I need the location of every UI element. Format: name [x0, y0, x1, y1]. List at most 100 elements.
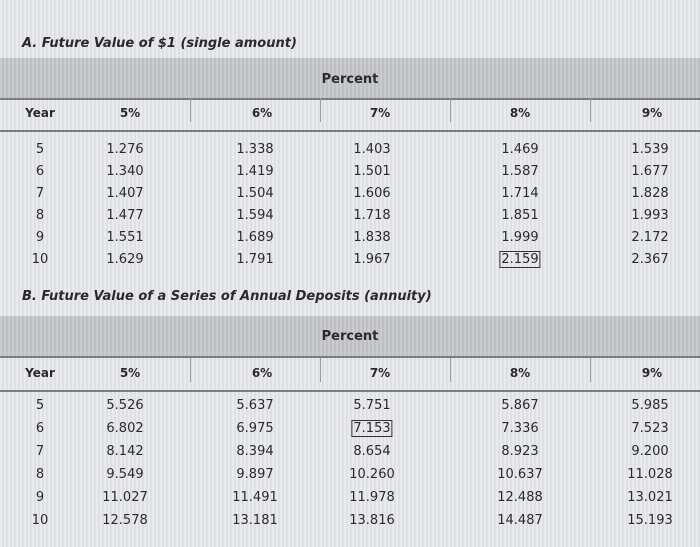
- value-cell: 10.260: [349, 467, 395, 482]
- year-cell: 8: [35, 467, 45, 482]
- value-cell: 1.594: [236, 208, 274, 223]
- column-header: 5%: [119, 366, 141, 380]
- value-cell: 1.477: [106, 208, 144, 223]
- column-header: Year: [25, 366, 55, 380]
- value-cell: 7.523: [631, 421, 669, 436]
- value-cell: 5.985: [631, 398, 669, 413]
- value-cell: 1.539: [631, 142, 669, 157]
- value-cell: 6.975: [236, 421, 274, 436]
- year-cell: 5: [35, 142, 45, 157]
- value-cell: 11.027: [102, 490, 148, 505]
- value-cell: 1.606: [353, 186, 391, 201]
- value-cell: 14.487: [497, 513, 543, 528]
- column-divider: [190, 98, 191, 122]
- column-header: 5%: [119, 106, 141, 120]
- value-cell: 12.488: [497, 490, 543, 505]
- rule: [0, 390, 700, 392]
- year-cell: 7: [35, 444, 45, 459]
- year-cell: 10: [31, 252, 49, 267]
- year-cell: 5: [35, 398, 45, 413]
- value-cell: 5.751: [353, 398, 391, 413]
- value-cell: 7.336: [501, 421, 539, 436]
- value-cell: 10.637: [497, 467, 543, 482]
- value-cell: 1.276: [106, 142, 144, 157]
- value-cell: 7.153: [351, 420, 393, 437]
- value-cell: 11.028: [627, 467, 673, 482]
- percent-band: [0, 316, 700, 356]
- column-divider: [320, 358, 321, 382]
- value-cell: 1.504: [236, 186, 274, 201]
- year-cell: 8: [35, 208, 45, 223]
- column-header: 7%: [369, 366, 391, 380]
- value-cell: 1.469: [501, 142, 539, 157]
- column-divider: [320, 98, 321, 122]
- year-cell: 6: [35, 164, 45, 179]
- column-divider: [590, 98, 591, 122]
- value-cell: 1.340: [106, 164, 144, 179]
- column-header: 9%: [641, 106, 663, 120]
- value-cell: 1.551: [106, 230, 144, 245]
- value-cell: 5.526: [106, 398, 144, 413]
- value-cell: 13.021: [627, 490, 673, 505]
- value-cell: 1.714: [501, 186, 539, 201]
- value-cell: 1.828: [631, 186, 669, 201]
- value-cell: 5.867: [501, 398, 539, 413]
- value-cell: 15.193: [627, 513, 673, 528]
- percent-label: Percent: [321, 72, 379, 87]
- value-cell: 11.978: [349, 490, 395, 505]
- year-cell: 9: [35, 230, 45, 245]
- year-cell: 9: [35, 490, 45, 505]
- value-cell: 9.897: [236, 467, 274, 482]
- column-divider: [190, 358, 191, 382]
- value-cell: 1.419: [236, 164, 274, 179]
- column-divider: [590, 358, 591, 382]
- column-divider: [450, 98, 451, 122]
- percent-label: Percent: [321, 329, 379, 344]
- year-cell: 10: [31, 513, 49, 528]
- column-header: 9%: [641, 366, 663, 380]
- value-cell: 9.549: [106, 467, 144, 482]
- rule: [0, 98, 700, 100]
- value-cell: 1.791: [236, 252, 274, 267]
- value-cell: 1.999: [501, 230, 539, 245]
- value-cell: 9.200: [631, 444, 669, 459]
- section-title: B. Future Value of a Series of Annual De…: [22, 289, 432, 304]
- value-cell: 5.637: [236, 398, 274, 413]
- section-title: A. Future Value of $1 (single amount): [22, 36, 297, 51]
- value-cell: 2.367: [631, 252, 669, 267]
- value-cell: 1.629: [106, 252, 144, 267]
- value-cell: 1.967: [353, 252, 391, 267]
- value-cell: 1.677: [631, 164, 669, 179]
- value-cell: 8.654: [353, 444, 391, 459]
- value-cell: 1.689: [236, 230, 274, 245]
- value-cell: 1.403: [353, 142, 391, 157]
- column-header: Year: [25, 106, 55, 120]
- value-cell: 8.142: [106, 444, 144, 459]
- value-cell: 1.838: [353, 230, 391, 245]
- value-cell: 2.172: [631, 230, 669, 245]
- column-header: 6%: [251, 366, 273, 380]
- column-header: 8%: [509, 106, 531, 120]
- rule: [0, 356, 700, 358]
- value-cell: 1.501: [353, 164, 391, 179]
- value-cell: 1.587: [501, 164, 539, 179]
- value-cell: 2.159: [499, 251, 541, 268]
- value-cell: 11.491: [232, 490, 278, 505]
- rule: [0, 130, 700, 132]
- value-cell: 8.394: [236, 444, 274, 459]
- value-cell: 13.181: [232, 513, 278, 528]
- column-header: 6%: [251, 106, 273, 120]
- value-cell: 1.718: [353, 208, 391, 223]
- value-cell: 1.993: [631, 208, 669, 223]
- column-header: 7%: [369, 106, 391, 120]
- column-divider: [450, 358, 451, 382]
- value-cell: 1.851: [501, 208, 539, 223]
- value-cell: 6.802: [106, 421, 144, 436]
- value-cell: 12.578: [102, 513, 148, 528]
- percent-band: [0, 58, 700, 98]
- value-cell: 8.923: [501, 444, 539, 459]
- year-cell: 7: [35, 186, 45, 201]
- column-header: 8%: [509, 366, 531, 380]
- value-cell: 1.407: [106, 186, 144, 201]
